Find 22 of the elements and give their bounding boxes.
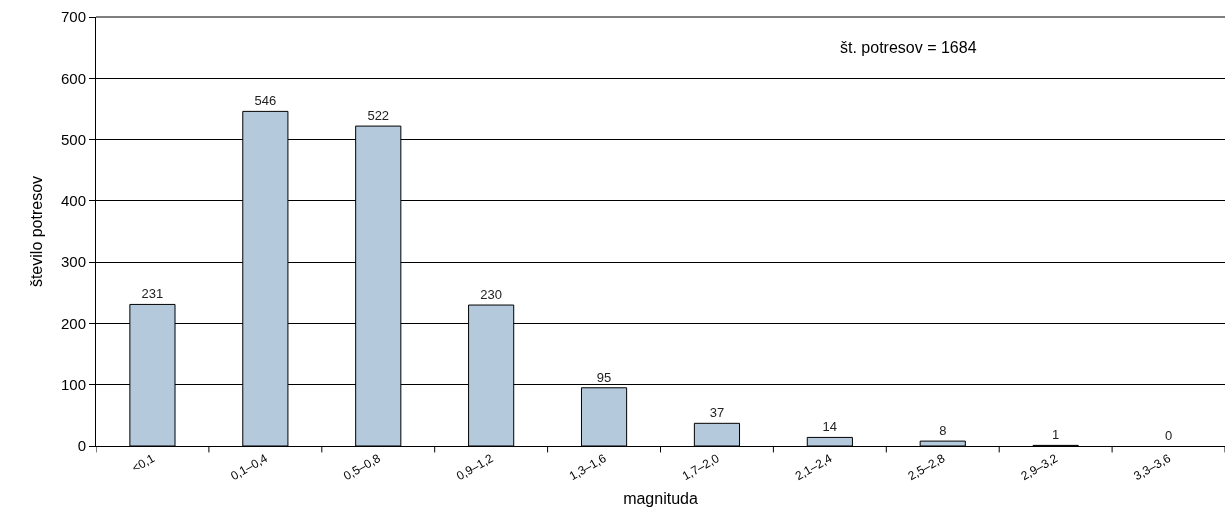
data-label: 95 [596, 369, 612, 385]
x-axis-title: magnituda [623, 489, 698, 507]
data-label: 546 [254, 93, 277, 109]
data-label: 1 [1052, 427, 1060, 443]
data-label: 522 [367, 108, 390, 124]
data-label: 14 [822, 419, 838, 435]
annotation: št. potresov = 1684 [840, 39, 977, 56]
y-tick-label: 600 [60, 69, 86, 87]
y-tick-label: 100 [60, 375, 86, 393]
data-label: 230 [480, 287, 502, 303]
data-label: 8 [939, 423, 947, 439]
y-tick-label: 0 [77, 437, 86, 455]
y-axis-title: število potresov [27, 175, 45, 288]
y-tick-label: 400 [60, 192, 86, 210]
data-label: 231 [141, 286, 164, 302]
data-label: 0 [1164, 428, 1173, 443]
y-tick-label: 500 [60, 130, 86, 148]
data-label: 37 [709, 405, 725, 421]
x-tick-label: <0,1 [129, 450, 158, 476]
y-tick-label: 300 [60, 253, 86, 271]
y-tick-label: 200 [60, 314, 86, 332]
y-tick-label: 700 [60, 8, 86, 26]
